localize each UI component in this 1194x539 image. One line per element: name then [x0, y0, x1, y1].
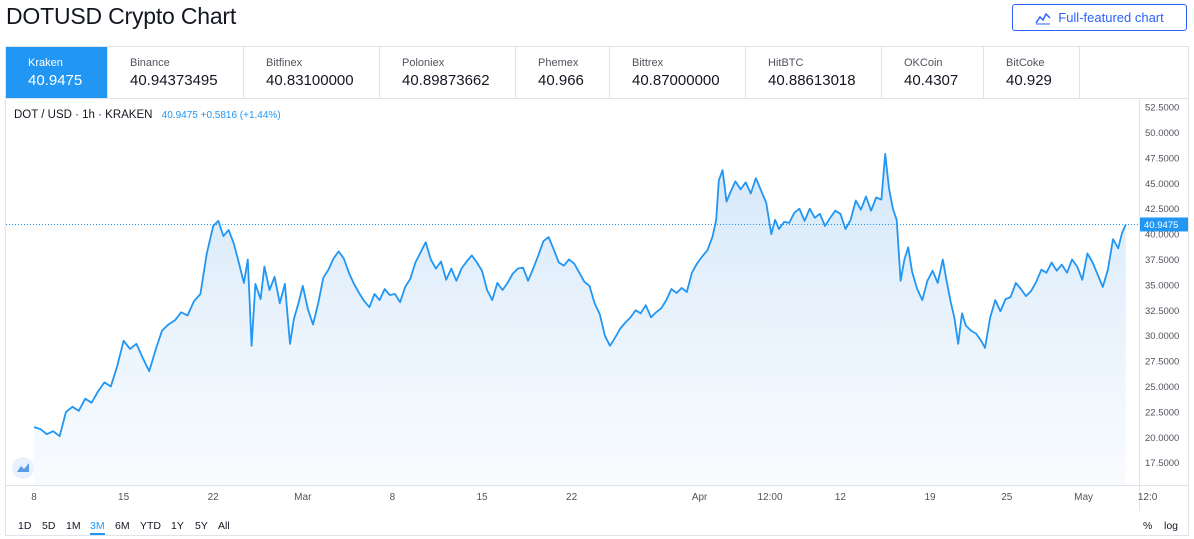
x-tick-label: 12	[835, 492, 847, 503]
x-tick-label: May	[1074, 492, 1093, 503]
y-tick-label: 20.0000	[1145, 433, 1179, 444]
exchange-tab-poloniex[interactable]: Poloniex 40.89873662	[380, 47, 516, 98]
exchange-tab-hitbtc[interactable]: HitBTC 40.88613018	[746, 47, 882, 98]
full-featured-chart-button[interactable]: Full-featured chart	[1012, 4, 1187, 31]
chart-legend: DOT / USD · 1h · KRAKEN 40.9475 +0.5816 …	[14, 109, 281, 121]
x-tick-label: Mar	[294, 492, 312, 503]
y-tick-label: 25.0000	[1145, 382, 1179, 393]
timeframe-1m[interactable]: 1M	[66, 520, 81, 532]
y-tick-label: 42.5000	[1145, 204, 1179, 215]
legend-values: 40.9475 +0.5816 (+1.44%)	[161, 110, 281, 121]
timeframe-1d[interactable]: 1D	[18, 520, 32, 532]
timeframe-6m[interactable]: 6M	[115, 520, 130, 532]
exchange-tab-bitcoke[interactable]: BitCoke 40.929	[984, 47, 1080, 98]
x-tick-label: 22	[566, 492, 578, 503]
price-line	[33, 153, 1127, 438]
exchange-price: 40.83100000	[266, 72, 354, 89]
exchange-price: 40.9475	[28, 72, 83, 89]
y-tick-label: 32.5000	[1145, 306, 1179, 317]
timeframe-1y[interactable]: 1Y	[171, 520, 184, 532]
y-tick-label: 52.5000	[1145, 103, 1179, 114]
x-tick-label: 15	[118, 492, 130, 503]
chart-line-icon	[1035, 12, 1051, 24]
exchange-name: Phemex	[538, 57, 579, 69]
last-price-badge	[1140, 217, 1188, 232]
y-tick-label: 22.5000	[1145, 407, 1179, 418]
page-title: DOTUSD Crypto Chart	[6, 3, 237, 29]
exchange-name: OKCoin	[904, 57, 943, 69]
exchange-price: 40.89873662	[402, 72, 490, 89]
y-tick-label: 35.0000	[1145, 280, 1179, 291]
timeframe-3m[interactable]: 3M	[90, 520, 105, 535]
exchange-tab-phemex[interactable]: Phemex 40.966	[516, 47, 610, 98]
y-tick-label: 50.0000	[1145, 128, 1179, 139]
exchange-name: Bitfinex	[266, 57, 303, 69]
exchange-price: 40.87000000	[632, 72, 720, 89]
exchange-name: HitBTC	[768, 57, 804, 69]
timeframe-5d[interactable]: 5D	[42, 520, 56, 532]
y-tick-label: 27.5000	[1145, 357, 1179, 368]
log-scale-toggle[interactable]: log	[1164, 520, 1179, 532]
exchange-price: 40.4307	[904, 72, 959, 89]
x-tick-label: 19	[924, 492, 936, 503]
x-tick-label: 25	[1001, 492, 1013, 503]
exchange-tabs: Kraken 40.9475 Binance 40.94373495 Bitfi…	[5, 46, 1189, 98]
exchange-name: Poloniex	[402, 57, 445, 69]
y-tick-label: 47.5000	[1145, 153, 1179, 164]
exchange-tab-okcoin[interactable]: OKCoin 40.4307	[882, 47, 984, 98]
y-tick-label: 40.0000	[1145, 230, 1179, 241]
last-price-label: 40.9475	[1144, 220, 1178, 231]
exchange-name: Bittrex	[632, 57, 664, 69]
x-tick-label: 8	[31, 492, 37, 503]
exchange-price: 40.94373495	[130, 72, 218, 89]
x-tick-label: Apr	[692, 492, 708, 503]
price-chart[interactable]: 17.5000 20.0000 22.5000 25.0000 27.5000 30.00…	[6, 99, 1188, 511]
exchange-price: 40.966	[538, 72, 584, 89]
exchange-tab-kraken[interactable]: Kraken 40.9475	[6, 47, 108, 98]
timeframe-ytd[interactable]: YTD	[140, 520, 161, 532]
y-tick-label: 37.5000	[1145, 255, 1179, 266]
exchange-tab-bittrex[interactable]: Bittrex 40.87000000	[610, 47, 746, 98]
tradingview-logo-icon[interactable]	[12, 457, 34, 479]
exchange-price: 40.929	[1006, 72, 1052, 89]
y-tick-label: 17.5000	[1145, 458, 1179, 469]
timeframe-all[interactable]: All	[218, 520, 230, 532]
timeframe-bar: 1D 5D 1M 3M 6M YTD 1Y 5Y All % log	[6, 511, 1188, 535]
exchange-price: 40.88613018	[768, 72, 856, 89]
full-featured-chart-label: Full-featured chart	[1058, 10, 1164, 25]
x-tick-label: 12:0	[1138, 492, 1158, 503]
percent-scale-toggle[interactable]: %	[1143, 520, 1153, 532]
price-area-fill	[34, 153, 1126, 485]
x-tick-label: 8	[390, 492, 396, 503]
chart-panel[interactable]: 17.5000 20.0000 22.5000 25.0000 27.5000 30.00…	[5, 98, 1189, 536]
legend-symbol: DOT / USD · 1h · KRAKEN	[14, 109, 153, 121]
exchange-tab-bitfinex[interactable]: Bitfinex 40.83100000	[244, 47, 380, 98]
exchange-name: BitCoke	[1006, 57, 1045, 69]
x-tick-label: 12:00	[757, 492, 782, 503]
exchange-name: Binance	[130, 57, 170, 69]
y-tick-label: 30.0000	[1145, 331, 1179, 342]
exchange-tab-binance[interactable]: Binance 40.94373495	[108, 47, 244, 98]
y-tick-label: 45.0000	[1145, 179, 1179, 190]
exchange-name: Kraken	[28, 57, 63, 69]
x-tick-label: 15	[476, 492, 488, 503]
x-tick-label: 22	[208, 492, 220, 503]
timeframe-5y[interactable]: 5Y	[195, 520, 208, 532]
